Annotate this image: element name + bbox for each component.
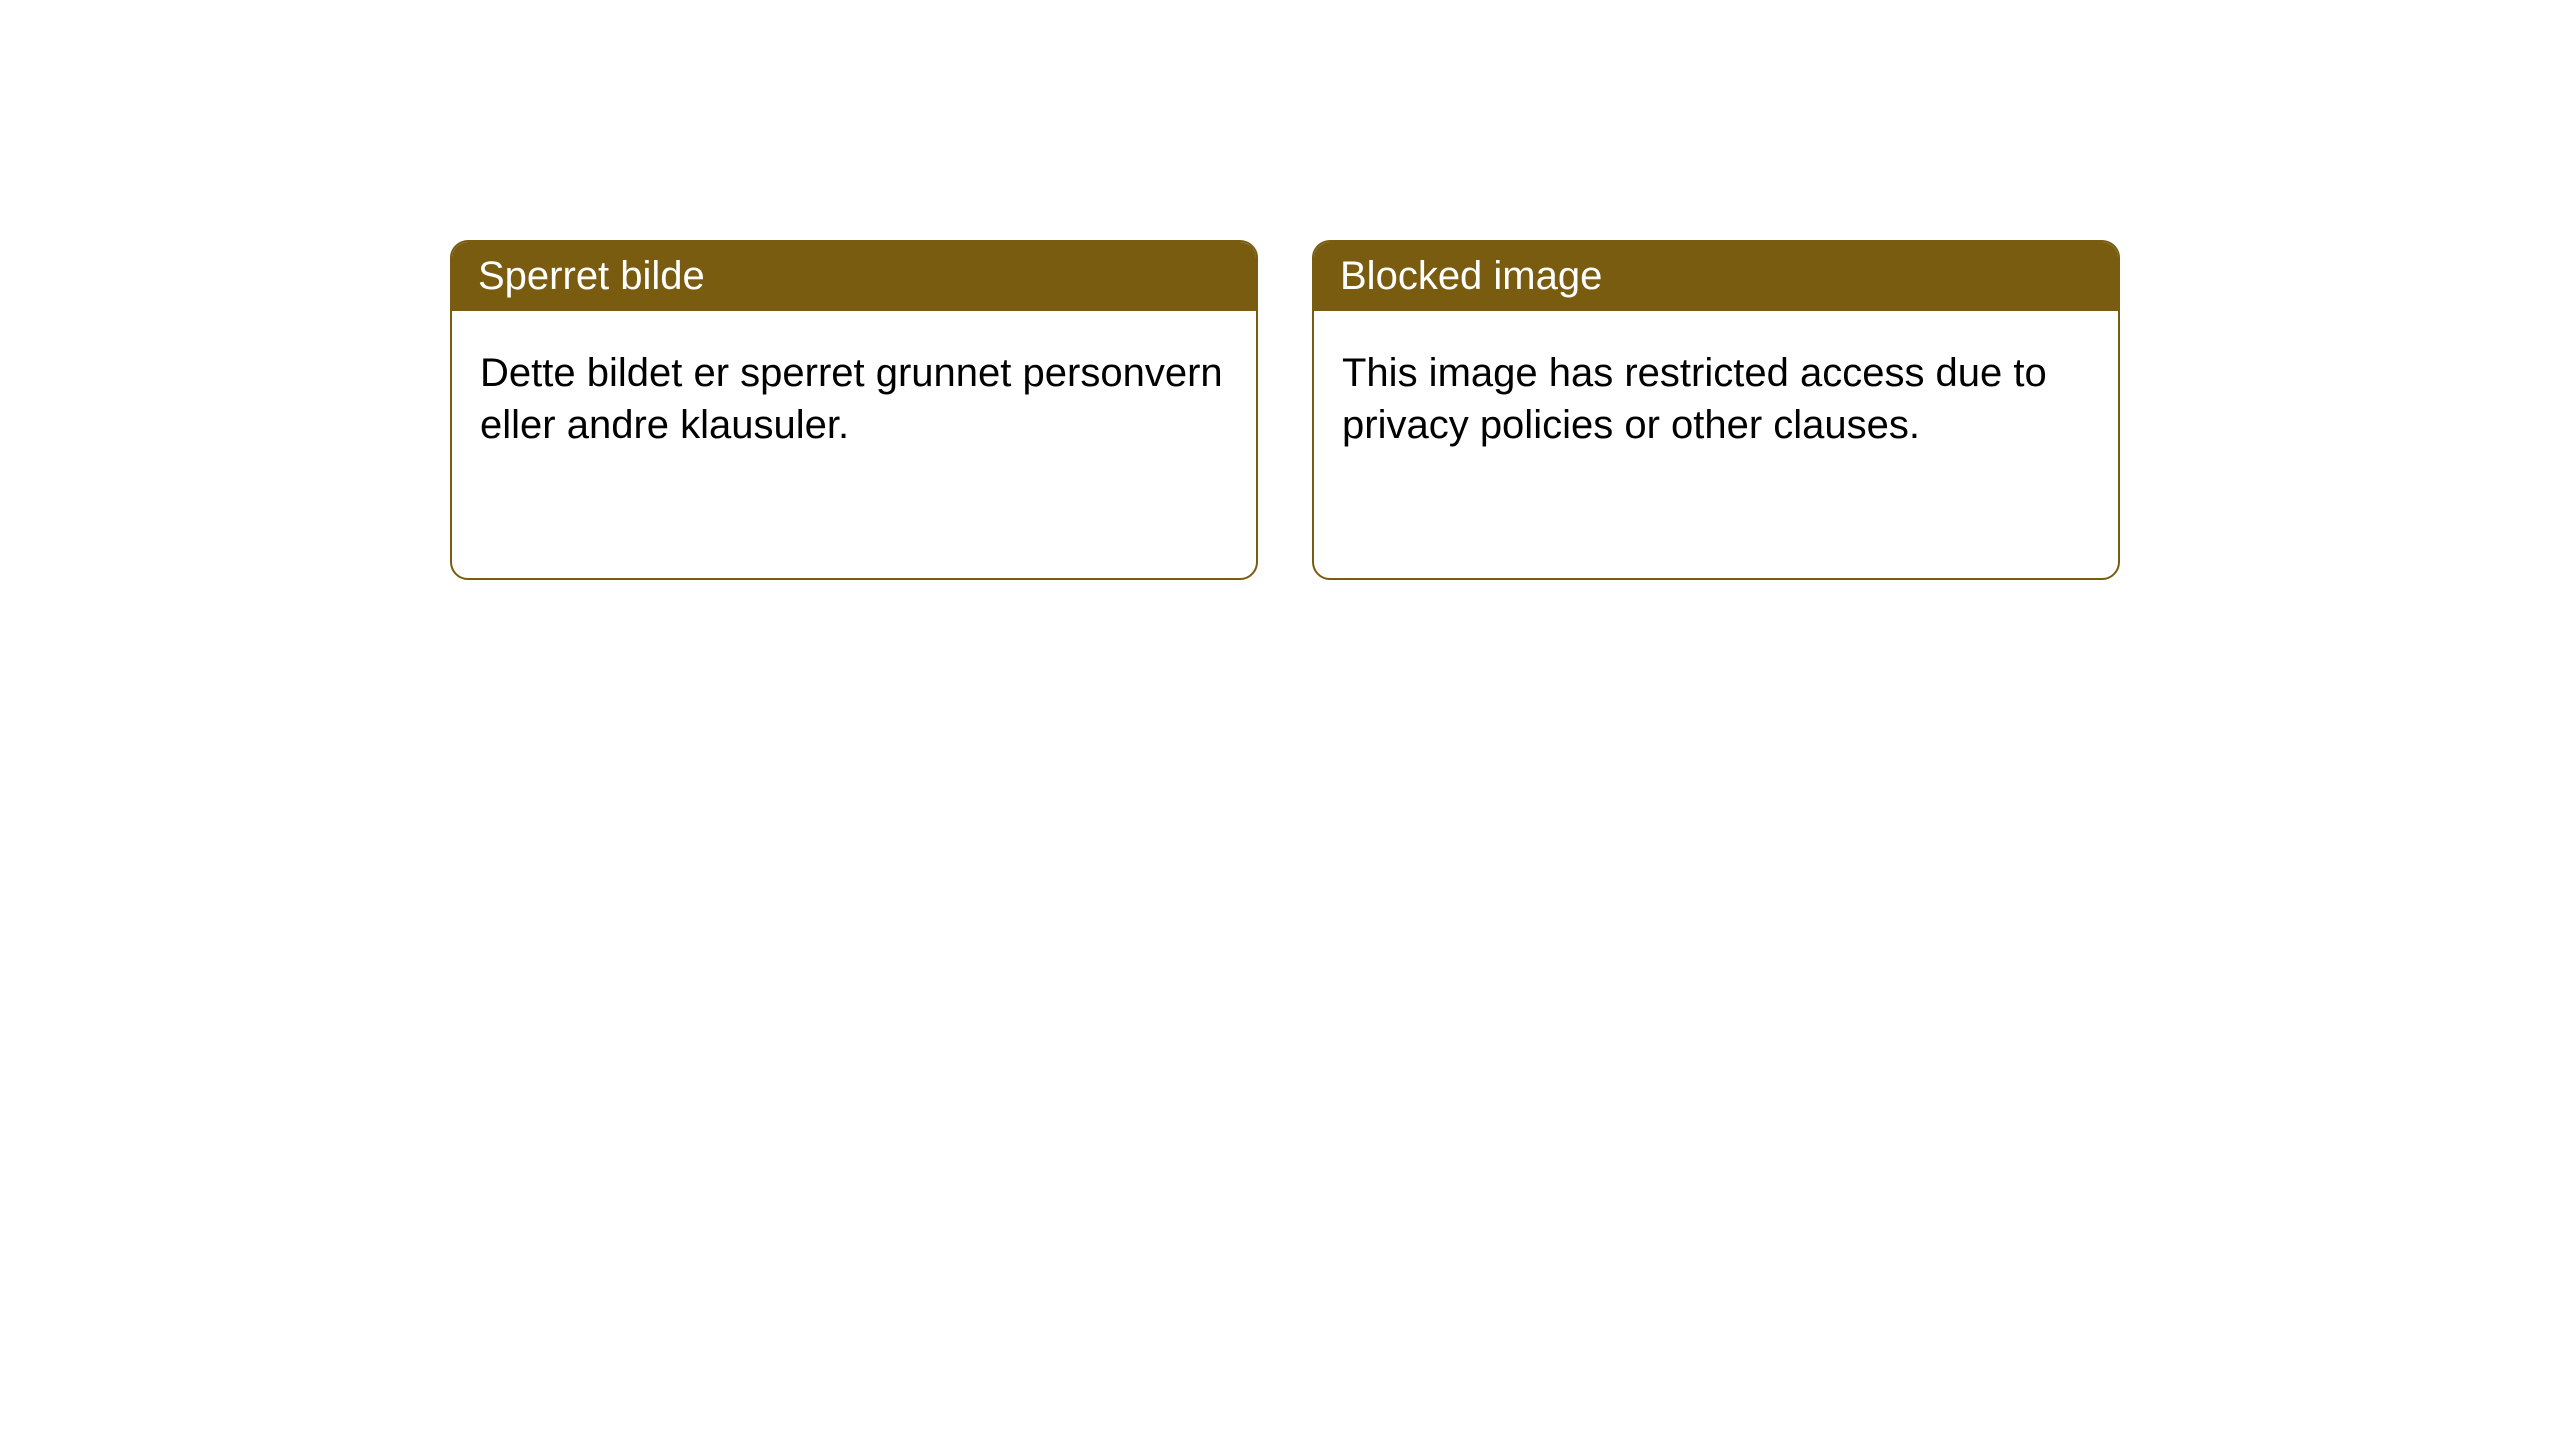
notice-title: Blocked image <box>1314 242 2118 311</box>
notice-card-english: Blocked image This image has restricted … <box>1312 240 2120 580</box>
notice-body: This image has restricted access due to … <box>1314 311 2118 487</box>
notice-container: Sperret bilde Dette bildet er sperret gr… <box>0 0 2560 580</box>
notice-title: Sperret bilde <box>452 242 1256 311</box>
notice-card-norwegian: Sperret bilde Dette bildet er sperret gr… <box>450 240 1258 580</box>
notice-body: Dette bildet er sperret grunnet personve… <box>452 311 1256 487</box>
